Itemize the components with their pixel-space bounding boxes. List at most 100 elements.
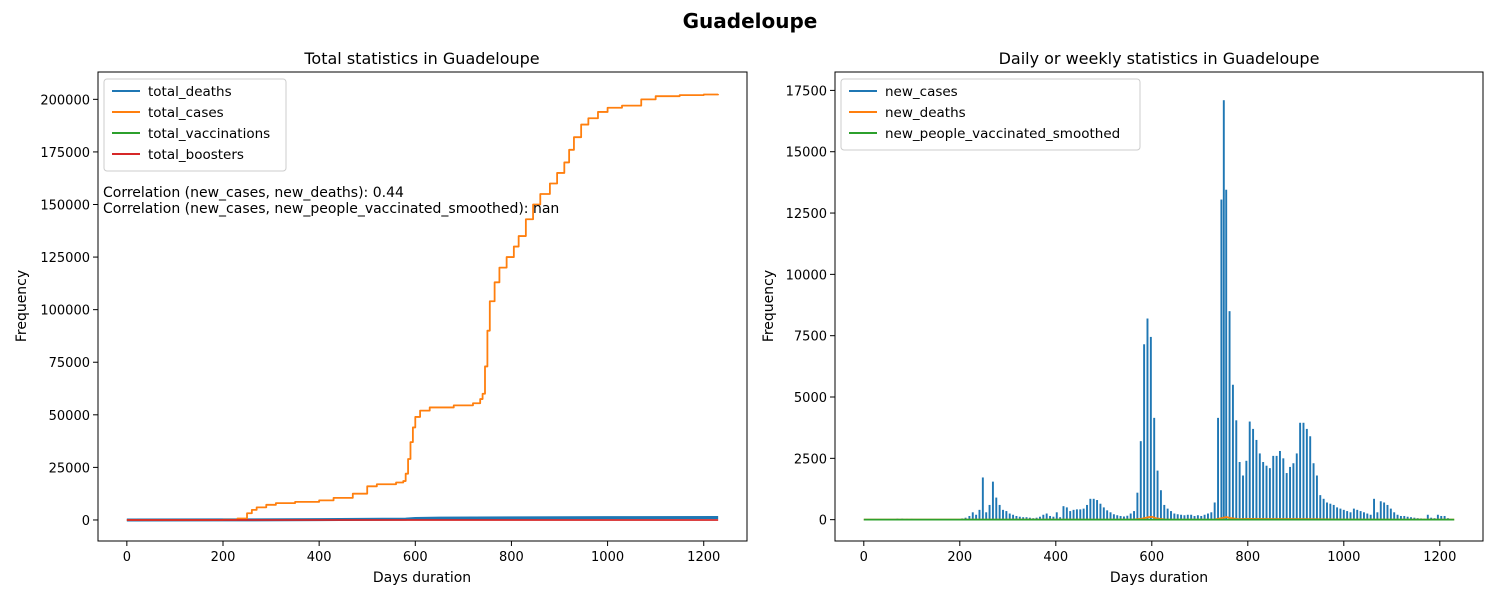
- right-chart-series-new-cases-bar: [1265, 465, 1268, 520]
- right-chart-series-new-cases-bar: [1282, 458, 1285, 520]
- right-chart-series-new-cases-bar: [1228, 311, 1231, 520]
- right-chart-series-new-cases-bar: [1005, 511, 1008, 520]
- right-chart-series-new-cases-bar: [1069, 511, 1072, 520]
- right-chart-ylabel: Frequency: [761, 270, 777, 342]
- right-chart-series-new-cases-bar: [1258, 453, 1261, 520]
- right-chart-series-new-cases-bar: [1153, 417, 1156, 520]
- right-chart-series-new-cases-bar: [1349, 512, 1352, 520]
- right-chart-series-new-cases-bar: [1146, 318, 1149, 520]
- right-chart-series-new-cases-bar: [1386, 504, 1389, 520]
- right-chart-title: Daily or weekly statistics in Guadeloupe: [999, 49, 1320, 68]
- left-chart-legend-box: [103, 78, 287, 172]
- right-chart-xtick-label: 400: [1043, 550, 1068, 565]
- right-chart-series-new-cases-bar: [998, 504, 1001, 520]
- right-chart-series-new-cases-bar: [1279, 450, 1281, 520]
- right-chart-series-new-cases-bar: [971, 512, 974, 520]
- right-chart-legend-label: new_deaths: [885, 105, 966, 121]
- right-chart-series-new-cases-bar: [1252, 428, 1255, 520]
- right-chart-series-new-cases-bar: [1173, 513, 1176, 520]
- right-chart-series-new-cases-bar: [1035, 517, 1038, 520]
- left-chart-xtick-label: 400: [307, 550, 332, 565]
- right-chart-series-new-cases-bar: [1065, 507, 1068, 520]
- right-chart-series-new-cases-bar: [1200, 515, 1203, 520]
- right-chart-series-new-cases-bar: [1126, 515, 1129, 520]
- right-chart-series-new-cases-bar: [1109, 512, 1112, 520]
- right-chart-series-new-cases-bar: [1049, 515, 1051, 520]
- right-chart-series-new-cases-bar: [1312, 463, 1315, 520]
- right-chart-series-new-cases-bar: [1082, 508, 1085, 520]
- right-chart-series-new-cases-bar: [1396, 514, 1399, 520]
- left-chart-legend: total_deaths total_cases total_vaccination…: [103, 78, 287, 172]
- right-chart-series-new-cases-bar: [1399, 515, 1402, 520]
- right-chart-series-new-cases-bar: [1196, 515, 1199, 520]
- right-chart-series-new-cases-bar: [1072, 509, 1075, 520]
- right-chart-series-new-cases-bar: [1025, 517, 1028, 520]
- right-chart-series-new-cases-bar: [1163, 504, 1166, 520]
- right-chart-series-new-cases-bar: [1242, 475, 1244, 520]
- left-chart-xtick-label: 600: [403, 550, 428, 565]
- figure-suptitle: Guadeloupe: [683, 9, 818, 33]
- left-chart-series-group: [126, 93, 720, 522]
- right-chart-series-new-cases-bar: [981, 477, 984, 520]
- right-chart-series-new-cases-bar: [1075, 509, 1078, 520]
- right-chart-series-new-cases-bar: [1255, 439, 1258, 520]
- right-chart-series-new-cases-bar: [1099, 503, 1102, 520]
- left-chart-legend-label: total_cases: [148, 105, 224, 121]
- right-chart-series-new-cases-bar: [1190, 514, 1193, 520]
- right-chart-series-new-cases-bar: [1356, 509, 1359, 520]
- right-chart-legend-box: [840, 78, 1141, 151]
- right-chart-series-new-cases-bar: [1336, 507, 1339, 520]
- right-chart-series-new-cases-bar: [1383, 502, 1386, 520]
- right-chart-series-new-cases-bar: [1426, 514, 1429, 520]
- left-chart-plot-area: [97, 71, 748, 542]
- right-chart-series-new-cases-bar: [978, 509, 981, 520]
- left-chart-annotation-2: Correlation (new_cases, new_people_vacci…: [103, 201, 559, 217]
- right-chart-series-new-cases-bar: [968, 515, 971, 520]
- right-chart-series-new-cases-bar: [985, 512, 988, 520]
- right-chart-ytick-label: 5000: [794, 391, 827, 406]
- right-chart-series-new-cases-bar: [1366, 513, 1369, 520]
- right-chart-series-new-cases-bar: [1403, 515, 1406, 520]
- right-chart-series-new-cases-bar: [1133, 511, 1135, 520]
- right-chart-series-new-cases-bar: [1039, 516, 1041, 520]
- right-chart-series-new-cases-bar: [1339, 508, 1342, 520]
- right-chart-xtick-label: 800: [1235, 550, 1260, 565]
- right-chart-series-new-cases-bar: [1413, 517, 1416, 520]
- left-chart-ytick-label: 200000: [40, 93, 90, 108]
- right-chart-series-new-cases-bar: [1393, 512, 1396, 520]
- right-chart-series-new-cases-bar: [1045, 513, 1048, 520]
- right-chart-series-new-cases-bar: [1207, 513, 1209, 520]
- right-chart-series-new-cases-bar: [1410, 517, 1412, 520]
- right-chart-series-new-cases-bar: [1119, 515, 1122, 520]
- right-chart-ticks: 0 200 400 600 800 1000 1200 0 2500 5000 7500 10000 1…: [786, 84, 1457, 565]
- right-chart-legend: new_cases new_deaths new_people_vaccinated…: [840, 78, 1141, 151]
- right-chart-series-new-cases-bar: [1299, 422, 1302, 520]
- right-chart-xlabel: Days duration: [1110, 570, 1208, 586]
- right-chart-legend-label: new_people_vaccinated_smoothed: [885, 126, 1120, 142]
- right-chart-series-new-cases-bar: [1156, 470, 1159, 520]
- right-chart-series-new-cases-bar: [1102, 507, 1105, 520]
- right-chart-series-new-cases-bar: [1143, 344, 1146, 520]
- right-chart-series-new-cases-bar: [1028, 517, 1031, 520]
- right-chart-series-new-cases-bar: [1059, 517, 1062, 520]
- right-chart-series-new-cases-bar: [1275, 455, 1278, 520]
- right-chart-series-new-cases-bar: [1203, 514, 1206, 520]
- left-chart-ylabel: Frequency: [14, 270, 30, 342]
- right-chart-series-new-cases-bar: [1166, 508, 1169, 520]
- left-chart-ytick-label: 175000: [40, 146, 90, 161]
- right-chart-series-new-cases-bar: [1268, 468, 1271, 520]
- right-chart-series-new-cases-bar: [1089, 498, 1092, 520]
- right-chart-series-new-cases-bar: [1220, 199, 1223, 520]
- right-chart-series-new-cases-bar: [1096, 500, 1099, 520]
- right-chart-series-new-cases-bar: [1123, 516, 1125, 520]
- right-chart-plot-area: [834, 71, 1484, 542]
- right-chart-series-new-cases-bar: [1440, 515, 1443, 520]
- right-chart-series-new-cases-bar: [1285, 473, 1288, 520]
- right-chart-series-new-cases-bar: [1352, 508, 1355, 520]
- right-chart-xtick-label: 600: [1139, 550, 1164, 565]
- left-chart-ytick-label: 125000: [40, 251, 90, 266]
- right-chart-series-new-cases-bar: [1235, 420, 1238, 520]
- right-chart-series-new-cases-bar: [1112, 514, 1115, 520]
- right-chart-xtick-label: 1000: [1327, 550, 1360, 565]
- right-chart-series-new-cases-bar: [1052, 516, 1055, 520]
